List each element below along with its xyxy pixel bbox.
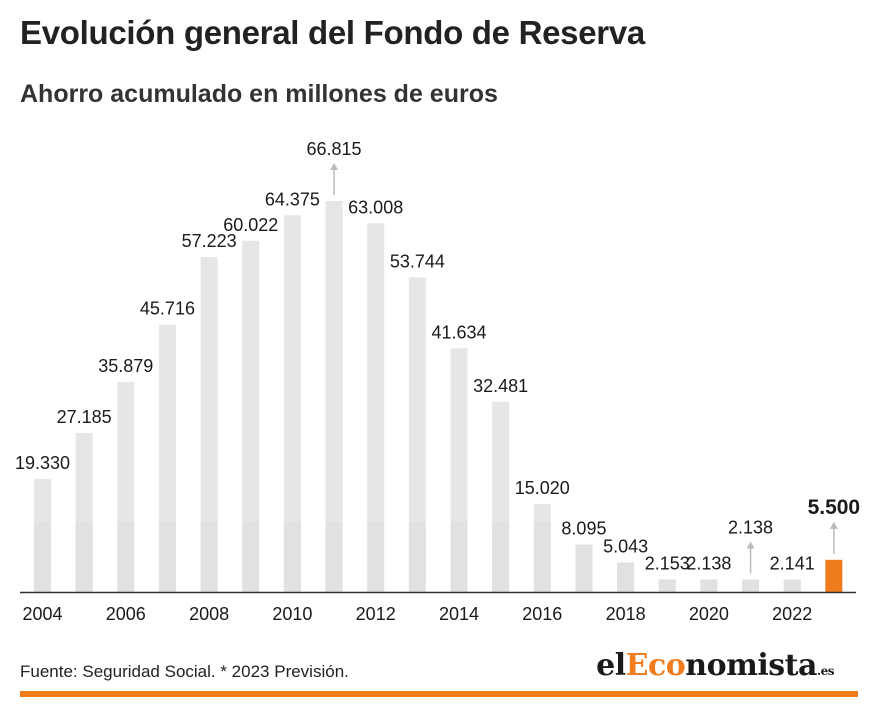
bar-shade-2007 (158, 522, 176, 592)
bar-shade-2018 (617, 562, 635, 592)
x-tick-label-2016: 2016 (522, 604, 562, 624)
bar-shade-2009 (242, 522, 260, 592)
data-label-2020: 2.138 (686, 553, 731, 573)
data-label-2014: 41.634 (431, 322, 486, 342)
arrow-head-2023 (829, 521, 838, 529)
eleconomista-logo: elEconomista.es (596, 648, 834, 683)
data-label-2023: 5.500 (808, 496, 861, 519)
data-label-2006: 35.879 (98, 356, 153, 376)
bar-shade-2010 (283, 522, 301, 592)
data-label-2021: 2.138 (728, 517, 773, 537)
x-tick-label-2004: 2004 (22, 604, 62, 624)
x-tick-label-2022: 2022 (772, 604, 812, 624)
bar-shade-2020 (700, 579, 718, 592)
bar-shade-2011 (325, 522, 343, 592)
x-tick-label-2020: 2020 (689, 604, 729, 624)
bar-shade-2012 (367, 522, 385, 592)
data-label-2013: 53.744 (390, 251, 445, 271)
data-label-2012: 63.008 (348, 197, 403, 217)
x-tick-label-2014: 2014 (439, 604, 479, 624)
chart-title: Evolución general del Fondo de Reserva (20, 14, 645, 51)
data-label-2011: 66.815 (307, 139, 362, 159)
logo-part-3: nomista (685, 648, 817, 683)
data-label-2008: 57.223 (182, 231, 237, 251)
chart-subtitle: Ahorro acumulado en millones de euros (20, 80, 498, 108)
data-label-2004: 19.330 (15, 453, 70, 473)
x-tick-label-2008: 2008 (189, 604, 229, 624)
arrow-head-2011 (330, 163, 339, 170)
data-label-2019: 2.153 (645, 553, 690, 573)
bar-2009 (242, 240, 260, 592)
bar-2008 (200, 257, 218, 592)
bar-2011 (325, 201, 343, 592)
bottom-rule (20, 691, 858, 697)
data-label-2009: 60.022 (223, 215, 278, 235)
data-label-2015: 32.481 (473, 376, 528, 396)
data-label-2022: 2.141 (770, 553, 815, 573)
bar-shade-2006 (117, 522, 135, 592)
logo-tld: .es (816, 664, 835, 678)
logo-part-2: Eco (625, 648, 686, 683)
bar-shade-2005 (75, 522, 93, 592)
x-tick-label-2010: 2010 (272, 604, 312, 624)
bar-2023 (825, 559, 843, 592)
x-tick-label-2006: 2006 (106, 604, 146, 624)
bar-shade-2016 (533, 522, 551, 592)
bar-shade-2019 (658, 579, 676, 592)
bar-shade-2017 (575, 544, 593, 592)
data-label-2017: 8.095 (561, 519, 606, 539)
x-tick-label-2018: 2018 (606, 604, 646, 624)
bar-2012 (367, 223, 385, 592)
bar-shade-2014 (450, 522, 468, 592)
data-label-2018: 5.043 (603, 536, 648, 556)
data-label-2016: 15.020 (515, 478, 570, 498)
x-tick-label-2012: 2012 (356, 604, 396, 624)
bar-shade-2004 (34, 522, 51, 592)
bar-shade-2008 (200, 522, 218, 592)
arrow-head-2021 (746, 541, 755, 549)
bar-shade-2015 (492, 522, 510, 592)
bar-2010 (283, 215, 301, 593)
data-label-2007: 45.716 (140, 298, 195, 318)
data-label-2005: 27.185 (57, 407, 112, 427)
bar-shade-2013 (408, 522, 426, 592)
bar-shade-2021 (742, 579, 760, 592)
data-label-2010: 64.375 (265, 189, 320, 209)
source-note: Fuente: Seguridad Social. * 2023 Previsi… (20, 662, 349, 681)
bar-shade-2022 (783, 579, 801, 592)
bar-2013 (408, 277, 426, 592)
logo-part-1: el (596, 648, 626, 683)
